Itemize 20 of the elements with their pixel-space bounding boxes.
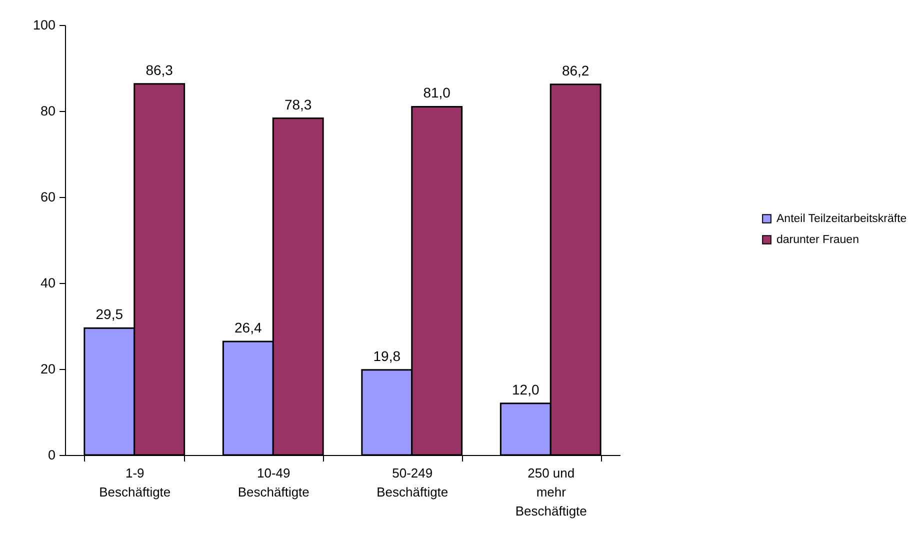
- x-tick-label: 10-49 Beschäftigte: [238, 466, 310, 500]
- y-tick-label: 100: [32, 18, 56, 32]
- y-tick-label: 40: [40, 276, 56, 290]
- x-tick-label: 250 und mehr Beschäftigte: [515, 466, 587, 518]
- data-label: 26,4: [234, 319, 262, 336]
- data-label: 81,0: [423, 84, 451, 101]
- data-label: 86,2: [562, 62, 590, 78]
- y-tick-label: 20: [40, 362, 56, 376]
- x-tick-label: 50-249 Beschäftigte: [376, 466, 448, 500]
- y-tick-label: 0: [48, 448, 56, 462]
- data-label: 12,0: [512, 381, 540, 398]
- data-label: 86,3: [146, 62, 174, 78]
- y-tick-label: 60: [40, 190, 56, 204]
- x-tick-label: 1-9 Beschäftigte: [99, 466, 171, 500]
- data-label: 19,8: [373, 348, 401, 364]
- data-label: 78,3: [284, 96, 312, 112]
- legend-label: Anteil Teilzeitarbeitskräfte: [776, 212, 907, 225]
- y-tick-label: 80: [40, 104, 56, 118]
- data-label: 29,5: [96, 306, 124, 322]
- legend-label: darunter Frauen: [776, 234, 859, 246]
